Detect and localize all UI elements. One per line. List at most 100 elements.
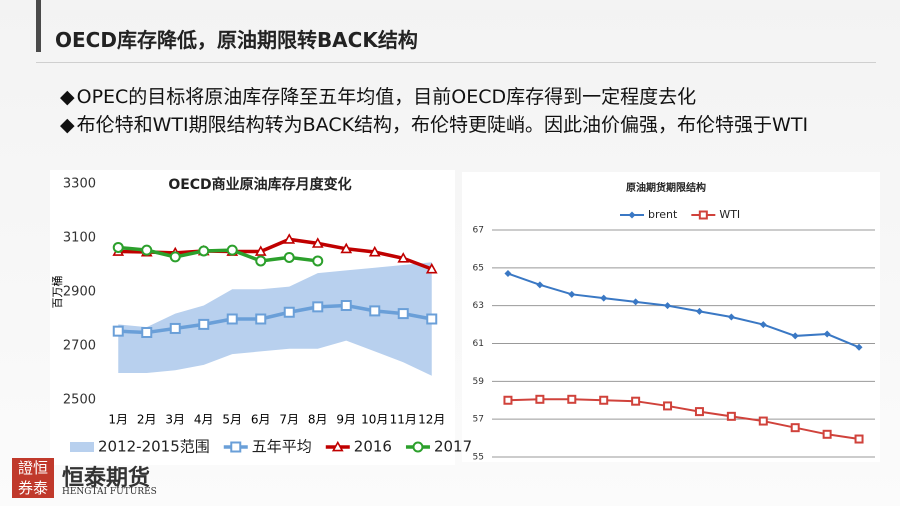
marker	[312, 255, 324, 267]
x-tick-label: 10月	[361, 413, 388, 427]
marker	[226, 313, 238, 325]
x-tick-label: 7月	[279, 413, 299, 427]
marker	[822, 429, 832, 439]
y-tick-label: 57	[473, 415, 484, 425]
marker	[230, 441, 242, 453]
logo-seal: 證恒 券泰	[12, 458, 54, 498]
marker	[628, 211, 636, 219]
logo-name: 恒泰期货	[62, 466, 151, 491]
x-tick-label: 6月	[251, 413, 271, 427]
legend-label: 2012-2015范围	[98, 438, 210, 456]
marker	[823, 330, 831, 338]
marker	[426, 313, 438, 325]
x-tick-label: 8月	[308, 413, 328, 427]
marker	[340, 242, 353, 254]
marker	[694, 407, 704, 417]
marker	[758, 416, 768, 426]
title-rule	[36, 62, 876, 63]
marker	[425, 262, 438, 274]
series-line	[507, 272, 860, 349]
marker	[198, 318, 210, 330]
marker	[112, 241, 124, 253]
x-tick-label: 12月	[418, 413, 445, 427]
marker	[854, 434, 864, 444]
legend-label: 2017	[434, 438, 472, 456]
marker	[283, 251, 295, 263]
series-line	[507, 398, 860, 441]
marker	[726, 411, 736, 421]
bullet: 布伦特和WTI期限结构转为BACK结构，布伦特更陡峭。因此油价偏强，布伦特强于W…	[60, 112, 850, 138]
marker	[536, 281, 544, 289]
marker	[632, 298, 640, 306]
x-tick-label: 4月	[194, 413, 214, 427]
y-tick-label: 2500	[63, 393, 96, 408]
chart-title: OECD商业原油库存月度变化	[168, 176, 351, 193]
marker	[255, 313, 267, 325]
x-tick-label: 3月	[165, 413, 185, 427]
y-tick-label: 3100	[63, 231, 96, 246]
y-tick-label: 2700	[63, 339, 96, 354]
x-tick-label: 1月	[108, 413, 128, 427]
y-tick-label: 59	[473, 377, 485, 387]
legend-label: 2016	[354, 438, 392, 456]
slide-title: OECD库存降低，原油期限转BACK结构	[55, 28, 418, 52]
marker	[664, 302, 672, 310]
marker	[791, 332, 799, 340]
marker	[503, 395, 513, 405]
accent-bar	[36, 0, 41, 52]
marker	[368, 245, 381, 257]
marker	[331, 440, 344, 452]
x-tick-label: 11月	[390, 413, 417, 427]
marker	[255, 255, 267, 267]
marker	[698, 210, 708, 220]
marker	[283, 233, 296, 244]
marker	[599, 395, 609, 405]
marker	[568, 290, 576, 298]
marker	[169, 322, 181, 334]
marker	[112, 325, 124, 337]
chart-title: 原油期货期限结构	[626, 181, 706, 194]
marker	[169, 251, 181, 263]
marker	[311, 237, 324, 248]
marker	[727, 313, 735, 321]
marker	[663, 401, 673, 411]
marker	[504, 270, 512, 278]
marker	[855, 343, 863, 351]
marker	[535, 394, 545, 404]
marker	[600, 294, 608, 302]
marker	[226, 244, 238, 256]
legend-swatch	[70, 442, 94, 452]
y-tick-label: 55	[473, 453, 484, 463]
marker	[412, 441, 424, 453]
bullet: OPEC的目标将原油库存降至五年均值，目前OECD库存得到一定程度去化	[60, 84, 850, 110]
x-tick-label: 2月	[137, 413, 157, 427]
legend-label: brent	[648, 208, 678, 221]
marker	[567, 394, 577, 404]
marker	[340, 300, 352, 311]
range-area	[118, 262, 432, 376]
chart-panel	[462, 172, 880, 462]
marker	[397, 308, 409, 320]
legend-label: 五年平均	[252, 438, 312, 456]
y-tick-label: 65	[473, 263, 484, 273]
marker	[141, 244, 153, 256]
legend-label: WTI	[719, 208, 740, 221]
marker	[198, 245, 210, 257]
y-tick-label: 2900	[63, 285, 96, 300]
logo-subtitle: HENGTAI FUTURES	[62, 487, 157, 497]
marker	[790, 423, 800, 433]
marker	[141, 327, 153, 338]
marker	[397, 252, 410, 263]
y-tick-label: 67	[473, 226, 484, 236]
marker	[631, 396, 641, 406]
y-tick-label: 3300	[63, 177, 96, 192]
y-tick-label: 61	[473, 339, 484, 349]
marker	[312, 301, 324, 313]
marker	[759, 321, 767, 329]
y-tick-label: 63	[473, 301, 484, 311]
marker	[695, 307, 703, 315]
x-tick-label: 9月	[336, 413, 356, 427]
y-axis-label: 百万桶	[50, 276, 64, 309]
